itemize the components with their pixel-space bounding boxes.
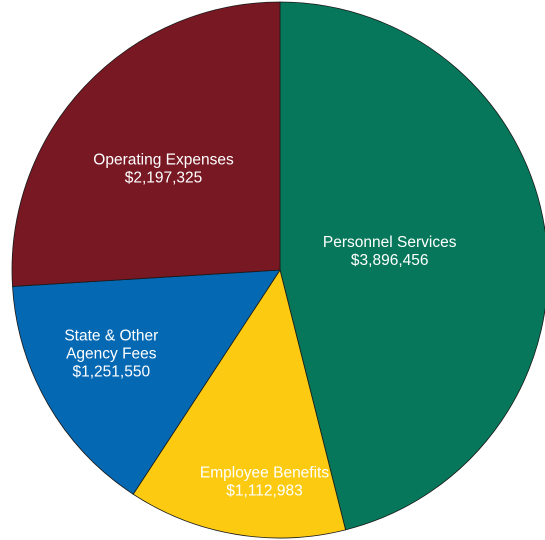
slice-label-group: Operating Expenses$2,197,325: [93, 152, 234, 187]
slice-label-group: Personnel Services$3,896,456: [323, 234, 457, 269]
slices-layer: [11, 1, 545, 539]
pie-slice-employee-benefits: [132, 269, 347, 539]
pie-slice-state-other-agency-fees: [12, 269, 281, 495]
slice-value-label: $3,896,456: [351, 252, 429, 269]
slice-label-group: Employee Benefits$1,112,983: [200, 464, 329, 499]
slice-name-label: Employee Benefits: [200, 464, 329, 481]
pie-slice-personnel-services: [279, 1, 545, 531]
slice-name-label: Agency Fees: [66, 346, 157, 363]
slice-name-label: State & Other: [64, 328, 158, 345]
pie-slice-operating-expenses: [11, 1, 281, 287]
slice-name-label: Personnel Services: [323, 234, 457, 251]
labels-layer: Personnel Services$3,896,456 Employee Ben…: [64, 152, 456, 500]
slice-value-label: $2,197,325: [125, 170, 203, 187]
slice-value-label: $1,112,983: [226, 482, 302, 499]
slice-value-label: $1,251,550: [73, 364, 151, 381]
slice-name-label: Operating Expenses: [93, 152, 234, 169]
